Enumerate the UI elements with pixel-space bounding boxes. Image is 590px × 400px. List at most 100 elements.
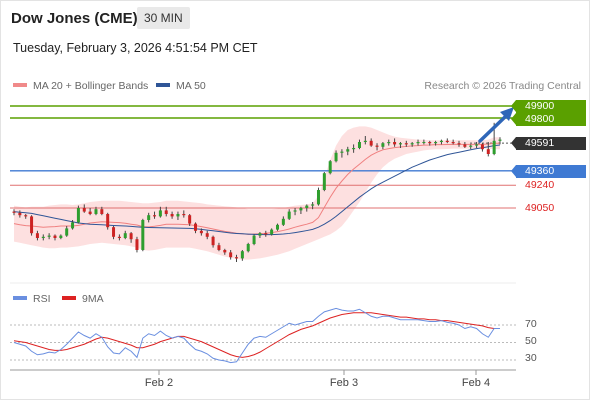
candle-body-75: [451, 142, 455, 144]
candle-body-80: [480, 144, 484, 150]
bollinger-label: MA 20 + Bollinger Bands: [33, 80, 149, 92]
level-tag-49050: 49050: [525, 202, 555, 214]
candle-body-5: [41, 236, 45, 238]
candle-body-79: [475, 144, 479, 146]
level-tag-49800: 49800: [511, 113, 586, 126]
candle-body-74: [445, 140, 449, 142]
candle-body-7: [53, 235, 57, 238]
candle-body-63: [381, 143, 385, 147]
candle-body-52: [316, 190, 320, 205]
rsi-ma-line: [13, 312, 500, 358]
candle-body-70: [422, 142, 426, 143]
candle-body-53: [322, 173, 326, 190]
candle-body-50: [305, 205, 309, 208]
candle-body-48: [293, 210, 297, 212]
x-label-feb2: Feb 2: [144, 377, 174, 389]
candle-body-3: [30, 216, 34, 234]
candle-body-10: [71, 222, 75, 229]
candle-body-30: [188, 215, 192, 224]
rsi-swatch: [13, 296, 27, 301]
candle-body-39: [240, 251, 244, 259]
forecast-arrow-shaft: [478, 114, 508, 143]
ma50-swatch: [156, 83, 170, 88]
candle-body-66: [398, 143, 402, 145]
candle-body-58: [352, 148, 356, 150]
candle-body-8: [59, 235, 63, 238]
candle-body-72: [434, 142, 438, 144]
instrument-title: Dow Jones (CME): [11, 10, 138, 27]
candle-body-56: [340, 151, 344, 153]
candle-body-65: [393, 142, 397, 145]
candle-body-35: [217, 245, 221, 250]
candle-body-32: [199, 230, 203, 234]
rsi-level-50: 50: [525, 335, 537, 347]
forecast-arrow-head: [500, 107, 514, 121]
candle-body-34: [211, 236, 215, 246]
candle-body-54: [328, 161, 332, 174]
candle-body-24: [153, 215, 157, 217]
candle-body-4: [35, 233, 39, 238]
candle-body-62: [375, 145, 379, 147]
candle-body-64: [387, 142, 391, 144]
level-tag-49240: 49240: [525, 179, 555, 191]
candle-body-43: [264, 233, 268, 235]
x-label-feb4: Feb 4: [461, 377, 491, 389]
x-label-feb3: Feb 3: [329, 377, 359, 389]
candle-body-38: [235, 257, 239, 259]
legend-ma50: MA 50: [156, 80, 206, 92]
candle-body-22: [141, 220, 145, 250]
rsi-level-30: 30: [525, 352, 537, 364]
candle-body-60: [363, 140, 367, 142]
candle-body-46: [281, 218, 285, 225]
candle-body-36: [223, 250, 227, 253]
bollinger-band-fill: [14, 126, 500, 260]
candle-body-61: [369, 140, 373, 146]
candle-body-26: [164, 210, 168, 214]
candle-body-81: [486, 149, 490, 154]
candle-body-13: [88, 211, 92, 214]
ma50-line: [13, 144, 501, 236]
candle-body-45: [275, 224, 279, 230]
candle-body-12: [82, 208, 86, 212]
candle-body-16: [106, 214, 110, 228]
candle-body-11: [76, 208, 80, 223]
legend-rsi-ma: 9MA: [62, 293, 104, 305]
level-tag-49900: 49900: [511, 100, 586, 113]
datetime-label: Tuesday, February 3, 2026 4:51:54 PM CET: [13, 41, 258, 55]
candle-body-27: [170, 214, 174, 217]
candle-body-41: [252, 235, 256, 244]
legend-rsi: RSI: [13, 293, 51, 305]
candle-body-55: [334, 152, 338, 162]
level-tag-49360: 49360: [511, 165, 586, 178]
candle-body-9: [65, 228, 69, 236]
candle-body-67: [404, 143, 408, 145]
ma20-line: [13, 142, 500, 235]
candle-body-6: [47, 235, 51, 237]
candle-body-20: [129, 233, 133, 240]
candle-body-29: [182, 214, 186, 216]
candle-body-18: [117, 236, 121, 238]
candle-body-59: [357, 142, 361, 148]
timeframe-button[interactable]: 30 MIN: [137, 7, 190, 29]
credit-label: Research © 2026 Trading Central: [424, 80, 581, 92]
candle-body-14: [94, 209, 98, 214]
candle-body-33: [205, 233, 209, 237]
legend-bollinger: MA 20 + Bollinger Bands: [13, 80, 148, 92]
candle-body-83: [498, 139, 502, 141]
candle-body-42: [258, 233, 262, 236]
candle-body-71: [428, 142, 432, 144]
candle-body-0: [12, 211, 16, 213]
candle-body-82: [492, 140, 496, 154]
candle-body-2: [24, 215, 28, 217]
candle-body-51: [311, 204, 315, 206]
candle-body-44: [270, 229, 274, 235]
rsi-line: [13, 307, 500, 364]
bollinger-swatch: [13, 83, 27, 88]
candle-body-76: [457, 143, 461, 145]
candle-body-78: [469, 145, 473, 147]
rsi-level-70: 70: [525, 318, 537, 330]
rsi-ma-label: 9MA: [82, 293, 104, 305]
candle-body-47: [287, 211, 291, 219]
candle-body-49: [299, 208, 303, 211]
